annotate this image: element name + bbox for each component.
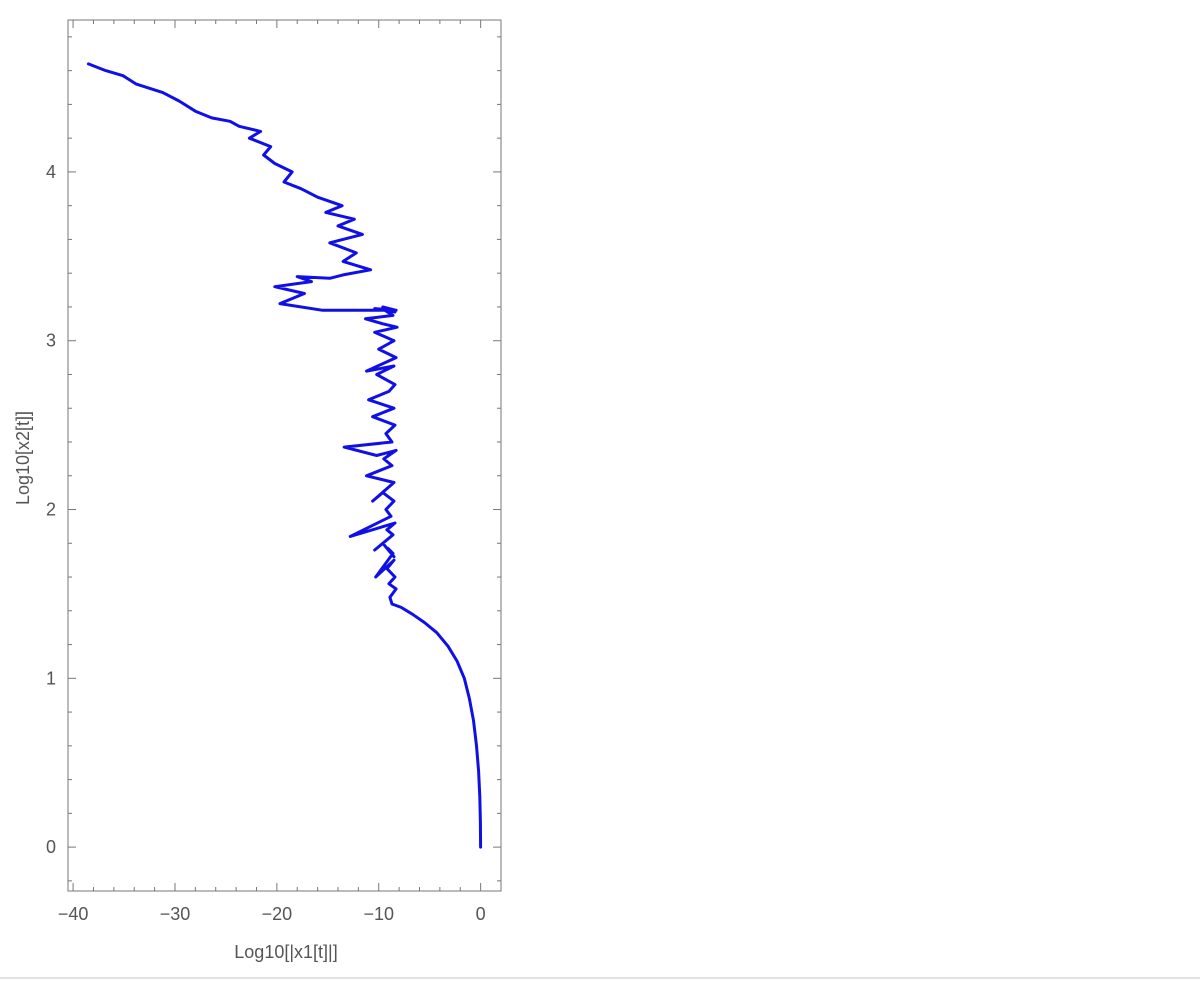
bottom-divider [0, 977, 1200, 979]
axis-tick-labels: −40 −30 −20 −10 0 0 1 2 3 4 [46, 162, 486, 924]
y-axis-title: Log10[x2[t]] [13, 411, 33, 505]
x-tick-label: −10 [363, 904, 394, 924]
y-tick-label: 1 [46, 668, 56, 688]
x-tick-label: −30 [160, 904, 191, 924]
series-line [86, 62, 483, 849]
y-tick-label: 3 [46, 331, 56, 351]
y-tick-label: 2 [46, 500, 56, 520]
axis-ticks [68, 20, 502, 891]
x-axis-title: Log10[|x1[t]|] [234, 942, 337, 962]
y-tick-label: 4 [46, 162, 56, 182]
x-tick-label: −40 [58, 904, 89, 924]
y-tick-label: 0 [46, 837, 56, 857]
x-tick-label: −20 [262, 904, 293, 924]
plot-frame [67, 19, 502, 892]
x-tick-label: 0 [476, 904, 486, 924]
